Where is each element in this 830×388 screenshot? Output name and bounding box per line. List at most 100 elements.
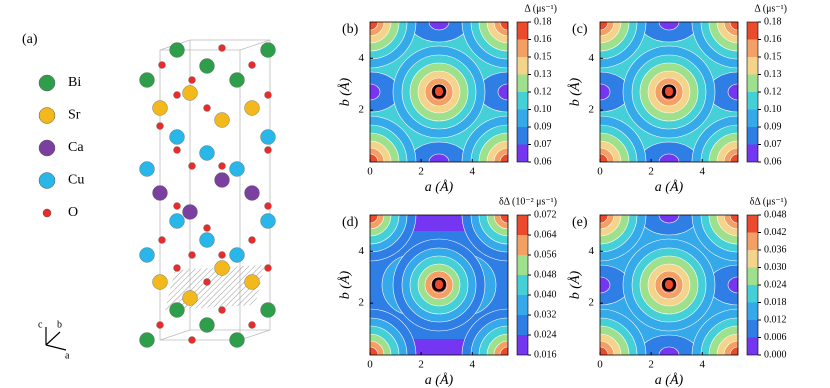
contour-region: [638, 334, 700, 355]
contour-region: [428, 22, 450, 31]
legend-marker: [42, 208, 52, 218]
atom: [214, 112, 230, 128]
atom: [152, 185, 168, 201]
atom: [169, 302, 185, 318]
annotation: O: [431, 274, 447, 296]
atom: [158, 236, 166, 244]
colorbar-segment: [517, 22, 528, 40]
plot-frame: [369, 21, 509, 163]
atom: [260, 129, 276, 145]
colorbar-tick-label: 0.09: [534, 121, 552, 132]
panel-label: (a): [22, 32, 38, 47]
cell-edge: [159, 329, 191, 341]
colorbar-segment: [517, 315, 528, 335]
a-arrow: [45, 344, 67, 351]
atom: [264, 91, 272, 99]
contour-plot: O (c) 0 2 4 2 4 a (Å) b (Å) Δ (μs⁻¹) 0.06 0.07 0.09 0…: [567, 3, 787, 195]
atom: [188, 162, 196, 170]
y-axis-label: b (Å): [567, 77, 583, 106]
atom: [214, 260, 230, 276]
plot-frame: [599, 21, 739, 163]
colorbar-title: δΔ (10⁻² μs⁻¹): [499, 196, 557, 207]
legend-marker: [38, 74, 56, 92]
contour-ring: [370, 215, 379, 224]
contour-region: [658, 22, 680, 31]
contour-region: [658, 153, 680, 162]
atom: [169, 129, 185, 145]
contour-region: [600, 276, 611, 294]
colorbar-segment: [517, 144, 528, 162]
y-axis-label: b (Å): [567, 270, 583, 299]
colorbar-tick-label: 0.13: [534, 69, 552, 80]
contour-ring: [600, 22, 609, 31]
colorbar-segment: [747, 285, 758, 303]
atom: [173, 202, 181, 210]
contour-ring: [600, 153, 609, 162]
atom: [182, 290, 198, 306]
colorbar-tick-label: 0.056: [534, 249, 557, 260]
x-tick-label: 0: [367, 166, 373, 178]
contour-region: [428, 153, 450, 162]
atom: [173, 91, 181, 99]
legend-label: Ca: [68, 140, 84, 155]
colorbar-tick-label: 0.18: [534, 16, 552, 27]
colorbar-tick-label: 0.12: [764, 86, 782, 97]
colorbar-segment: [517, 127, 528, 145]
contour-ring: [499, 153, 508, 162]
contour-ring: [499, 215, 508, 224]
legend-marker: [38, 107, 56, 124]
contour-ring: [600, 346, 609, 355]
x-axis-label: a (Å): [655, 179, 684, 195]
annotation: O: [661, 274, 677, 296]
panel-label: (d): [342, 215, 359, 230]
colorbar-segment: [747, 215, 758, 233]
atom: [156, 122, 164, 130]
colorbar-segment: [747, 57, 758, 75]
atom: [169, 42, 185, 58]
atom: [156, 321, 164, 329]
x-axis-label: a (Å): [425, 179, 454, 195]
panel-label: (e): [572, 215, 588, 230]
atom: [244, 100, 260, 116]
atom: [264, 264, 272, 272]
contour-ring: [729, 346, 738, 355]
x-tick-label: 2: [418, 166, 424, 178]
colorbar-tick-label: 0.036: [764, 244, 787, 255]
plot-frame: [599, 214, 739, 356]
axis-c: c: [38, 319, 43, 330]
colorbar-segment: [747, 144, 758, 162]
contour-ring: [370, 346, 379, 355]
colorbar-tick-label: 0.16: [764, 34, 782, 45]
atom: [229, 161, 245, 177]
atom: [182, 85, 198, 101]
x-tick-label: 4: [699, 166, 705, 178]
atom: [244, 274, 260, 290]
y-tick-label: 2: [589, 104, 595, 116]
colorbar-tick-label: 0.13: [764, 69, 782, 80]
y-tick-label: 2: [359, 297, 365, 309]
legend-marker: [38, 172, 56, 189]
atom: [173, 264, 181, 272]
atom: [188, 251, 196, 259]
atom: [139, 332, 155, 348]
atom: [203, 104, 211, 112]
contour-region: [600, 83, 611, 101]
colorbar-segment: [517, 215, 528, 235]
contour-region: [638, 22, 700, 43]
legend-label: Sr: [68, 108, 81, 123]
colorbar-tick-label: 0.12: [534, 86, 552, 97]
atom: [248, 61, 256, 69]
contour-region: [370, 83, 381, 101]
colorbar-segment: [517, 92, 528, 110]
atom: [152, 100, 168, 116]
contour-plot: O (b) 0 2 4 2 4 a (Å) b (Å) Δ (μs⁻¹) 0.06 0.07 0.09 0…: [337, 3, 557, 195]
colorbar-segment: [747, 267, 758, 285]
colorbar-segment: [517, 255, 528, 275]
atom: [199, 232, 215, 248]
colorbar-segment: [517, 295, 528, 315]
contour-fill: [370, 22, 508, 162]
colorbar-tick-label: 0.072: [534, 209, 557, 220]
legend-marker: [38, 139, 56, 157]
atom: [260, 302, 276, 318]
